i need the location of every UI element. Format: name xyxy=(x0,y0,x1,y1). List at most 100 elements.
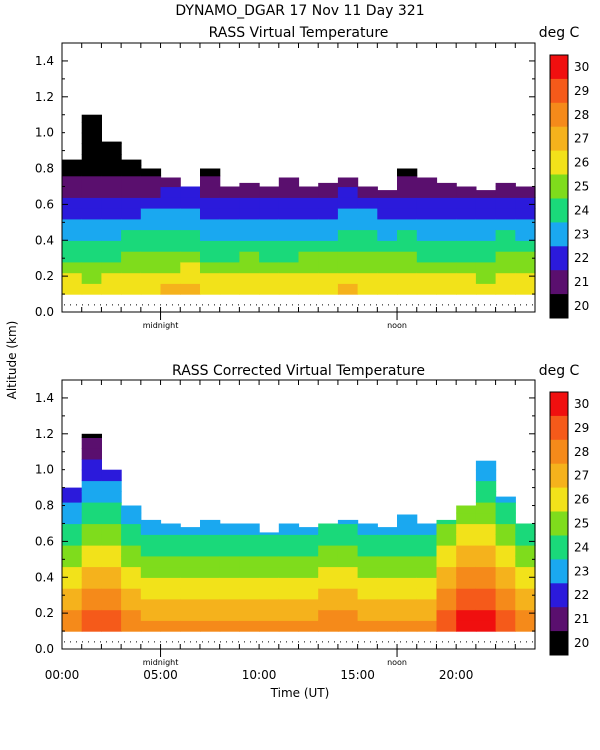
temperature-cell xyxy=(180,283,201,295)
temperature-cell xyxy=(160,523,181,535)
temperature-cell xyxy=(200,566,221,578)
x-tick-label: 10:00 xyxy=(242,668,277,682)
temperature-cell xyxy=(62,175,83,188)
temperature-cell xyxy=(62,523,83,535)
temperature-cell xyxy=(475,460,497,471)
temperature-cell xyxy=(416,251,438,263)
temperature-cell xyxy=(436,182,457,188)
colorbar-unit-label: deg C xyxy=(539,25,580,41)
temperature-cell xyxy=(101,283,122,295)
temperature-cell xyxy=(180,218,201,231)
temperature-cell xyxy=(219,186,240,198)
temperature-cell xyxy=(101,480,122,492)
temperature-cell xyxy=(140,218,162,231)
temperature-cell xyxy=(495,534,516,546)
temperature-cell xyxy=(456,523,477,535)
temperature-cell xyxy=(357,272,378,284)
colorbar-frame xyxy=(549,391,569,656)
temperature-cell xyxy=(515,566,536,578)
temperature-cell xyxy=(259,218,280,231)
temperature-cell xyxy=(495,609,516,621)
temperature-cell xyxy=(200,609,221,621)
temperature-cell xyxy=(200,519,221,525)
temperature-cell xyxy=(259,566,280,578)
temperature-cell xyxy=(101,143,122,155)
temperature-cell xyxy=(200,261,221,274)
temperature-cell xyxy=(456,240,477,252)
day-marker-label: midnight xyxy=(143,321,179,330)
temperature-cell xyxy=(121,251,142,263)
temperature-cell xyxy=(416,566,438,578)
temperature-cell xyxy=(160,555,181,568)
temperature-cell xyxy=(140,620,162,632)
temperature-cell xyxy=(298,588,319,600)
temperature-cell xyxy=(475,555,497,568)
temperature-cell xyxy=(436,229,457,241)
temperature-cell xyxy=(101,240,122,252)
temperature-cell xyxy=(357,609,378,621)
temperature-cell xyxy=(140,261,162,274)
temperature-cell xyxy=(121,208,142,220)
x-tick-label: 00:00 xyxy=(45,668,80,682)
temperature-cell xyxy=(140,519,162,525)
temperature-cell xyxy=(239,555,260,568)
temperature-cell xyxy=(475,534,497,546)
colorbar-tick-label: 22 xyxy=(574,251,589,265)
temperature-cell xyxy=(101,620,122,632)
temperature-cell xyxy=(357,598,378,611)
temperature-cell xyxy=(239,566,260,578)
temperature-cell xyxy=(62,283,83,295)
temperature-cell xyxy=(180,588,201,600)
temperature-cell xyxy=(397,283,418,295)
y-tick-label: 0.2 xyxy=(35,269,54,283)
temperature-cell xyxy=(456,609,477,621)
temperature-cell xyxy=(278,523,300,535)
temperature-cell xyxy=(101,501,122,514)
temperature-cell xyxy=(239,534,260,546)
temperature-cell xyxy=(81,186,102,198)
temperature-cell xyxy=(121,620,142,632)
temperature-cell xyxy=(101,208,122,220)
temperature-cell xyxy=(259,555,280,568)
temperature-cell xyxy=(140,272,162,284)
temperature-cell xyxy=(239,523,260,535)
temperature-cell xyxy=(259,532,280,535)
temperature-cell xyxy=(495,598,516,611)
colorbar-swatch xyxy=(550,559,568,584)
temperature-cell xyxy=(377,251,398,263)
temperature-cell xyxy=(456,588,477,600)
temperature-cell xyxy=(180,598,201,611)
colorbar-tick-label: 21 xyxy=(574,612,589,626)
temperature-cell xyxy=(200,186,221,198)
temperature-cell xyxy=(377,588,398,600)
y-tick-label: 0.8 xyxy=(35,162,54,176)
temperature-cell xyxy=(101,609,122,621)
temperature-cell xyxy=(495,251,516,263)
temperature-cell xyxy=(219,545,240,557)
temperature-cell xyxy=(62,208,83,220)
temperature-cell xyxy=(515,555,536,568)
temperature-cell xyxy=(377,229,398,241)
colorbar-swatch xyxy=(550,511,568,536)
temperature-cell xyxy=(180,229,201,241)
temperature-cell xyxy=(121,523,142,535)
temperature-cell xyxy=(456,598,477,611)
temperature-cell xyxy=(62,487,83,492)
temperature-cell xyxy=(475,240,497,252)
colorbar-tick-label: 26 xyxy=(574,156,589,170)
colorbar-swatch xyxy=(550,270,568,295)
temperature-cell xyxy=(121,566,142,578)
x-tick-label: 15:00 xyxy=(340,668,375,682)
temperature-cell xyxy=(337,534,359,546)
temperature-cell xyxy=(357,197,378,209)
temperature-cell xyxy=(140,283,162,295)
temperature-cell xyxy=(101,545,122,557)
temperature-cell xyxy=(515,545,536,557)
x-axis: midnight noon xyxy=(61,43,536,330)
colorbar-swatch xyxy=(550,392,568,417)
colorbar-tick-label: 23 xyxy=(574,564,589,578)
temperature-cell xyxy=(436,197,457,209)
temperature-cell xyxy=(416,240,438,252)
temperature-cell xyxy=(397,168,418,177)
temperature-cell xyxy=(81,143,102,155)
